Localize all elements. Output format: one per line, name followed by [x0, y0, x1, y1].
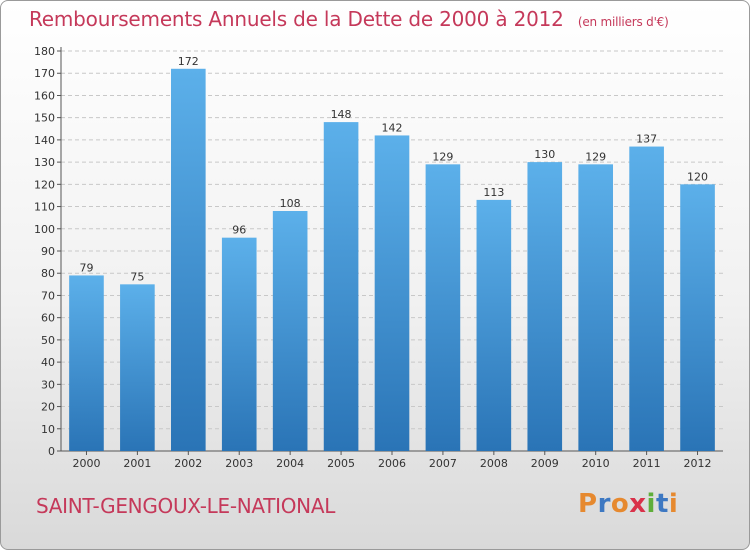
bars [69, 68, 715, 452]
x-tick-label: 2003 [225, 457, 253, 470]
data-label: 172 [178, 55, 199, 68]
y-tick-label: 180 [34, 45, 55, 58]
data-label: 137 [636, 133, 657, 146]
proxiti-logo: Proxiti [578, 489, 678, 519]
logo-letter: t [655, 489, 669, 519]
y-tick-label: 100 [34, 223, 55, 236]
y-tick-label: 70 [41, 289, 55, 302]
bar [69, 275, 104, 451]
data-label: 113 [483, 186, 504, 199]
bar [680, 184, 715, 452]
chart-title-text: Remboursements Annuels de la Dette de 20… [29, 7, 564, 31]
commune-name: SAINT-GENGOUX-LE-NATIONAL [36, 494, 336, 518]
y-tick-label: 10 [41, 423, 55, 436]
y-tick-label: 140 [34, 134, 55, 147]
y-tick-label: 160 [34, 89, 55, 102]
x-tick-label: 2004 [276, 457, 304, 470]
y-tick-label: 150 [34, 112, 55, 125]
logo-letter: x [629, 489, 647, 519]
data-label: 79 [79, 261, 93, 274]
data-label: 120 [687, 170, 708, 183]
data-label: 75 [130, 270, 144, 283]
logo-letter: i [668, 489, 679, 519]
bar [272, 211, 308, 451]
x-tick-label: 2007 [429, 457, 457, 470]
y-tick-label: 30 [41, 378, 55, 391]
y-tick-label: 50 [41, 334, 55, 347]
y-tick-label: 0 [48, 445, 55, 458]
bar [578, 164, 614, 452]
labels: 0 10 20 30 40 50 60 70 80 90 100 110 120 130 140 150 160… [34, 45, 712, 470]
bar [476, 199, 512, 451]
y-tick-label: 170 [34, 67, 55, 80]
chart-unit-label: (en milliers d'€) [577, 15, 669, 29]
bar [323, 122, 359, 451]
x-tick-label: 2001 [123, 457, 151, 470]
logo-letter: P [578, 489, 598, 519]
x-tick-label: 2002 [174, 457, 202, 470]
y-tick-label: 90 [41, 245, 55, 258]
data-label: 108 [280, 197, 301, 210]
y-tick-label: 40 [41, 356, 55, 369]
x-tick-label: 2010 [582, 457, 610, 470]
x-tick-label: 2011 [633, 457, 661, 470]
data-label: 96 [232, 224, 246, 237]
bar [629, 146, 664, 452]
logo-letter: r [597, 489, 611, 519]
y-tick-label: 120 [34, 178, 55, 191]
bar [221, 237, 257, 451]
data-label: 130 [534, 148, 555, 161]
x-tick-label: 2000 [72, 457, 100, 470]
logo-letter: i [646, 489, 656, 519]
bar [120, 284, 155, 451]
data-label: 148 [331, 108, 352, 121]
y-tick-label: 60 [41, 312, 55, 325]
chart-title: Remboursements Annuels de la Dette de 20… [29, 7, 669, 31]
data-label: 142 [382, 121, 403, 134]
x-tick-label: 2008 [480, 457, 508, 470]
x-tick-label: 2009 [531, 457, 559, 470]
bar [425, 164, 461, 452]
x-tick-label: 2006 [378, 457, 406, 470]
x-tick-label: 2012 [684, 457, 712, 470]
logo-letter: o [610, 489, 630, 519]
x-tick-label: 2005 [327, 457, 355, 470]
y-tick-label: 80 [41, 267, 55, 280]
bar [170, 68, 206, 452]
data-label: 129 [585, 150, 606, 163]
bar [527, 162, 563, 451]
y-tick-label: 130 [34, 156, 55, 169]
y-tick-label: 110 [34, 201, 55, 214]
data-label: 129 [432, 150, 453, 163]
y-tick-label: 20 [41, 401, 55, 414]
bar [374, 135, 410, 451]
